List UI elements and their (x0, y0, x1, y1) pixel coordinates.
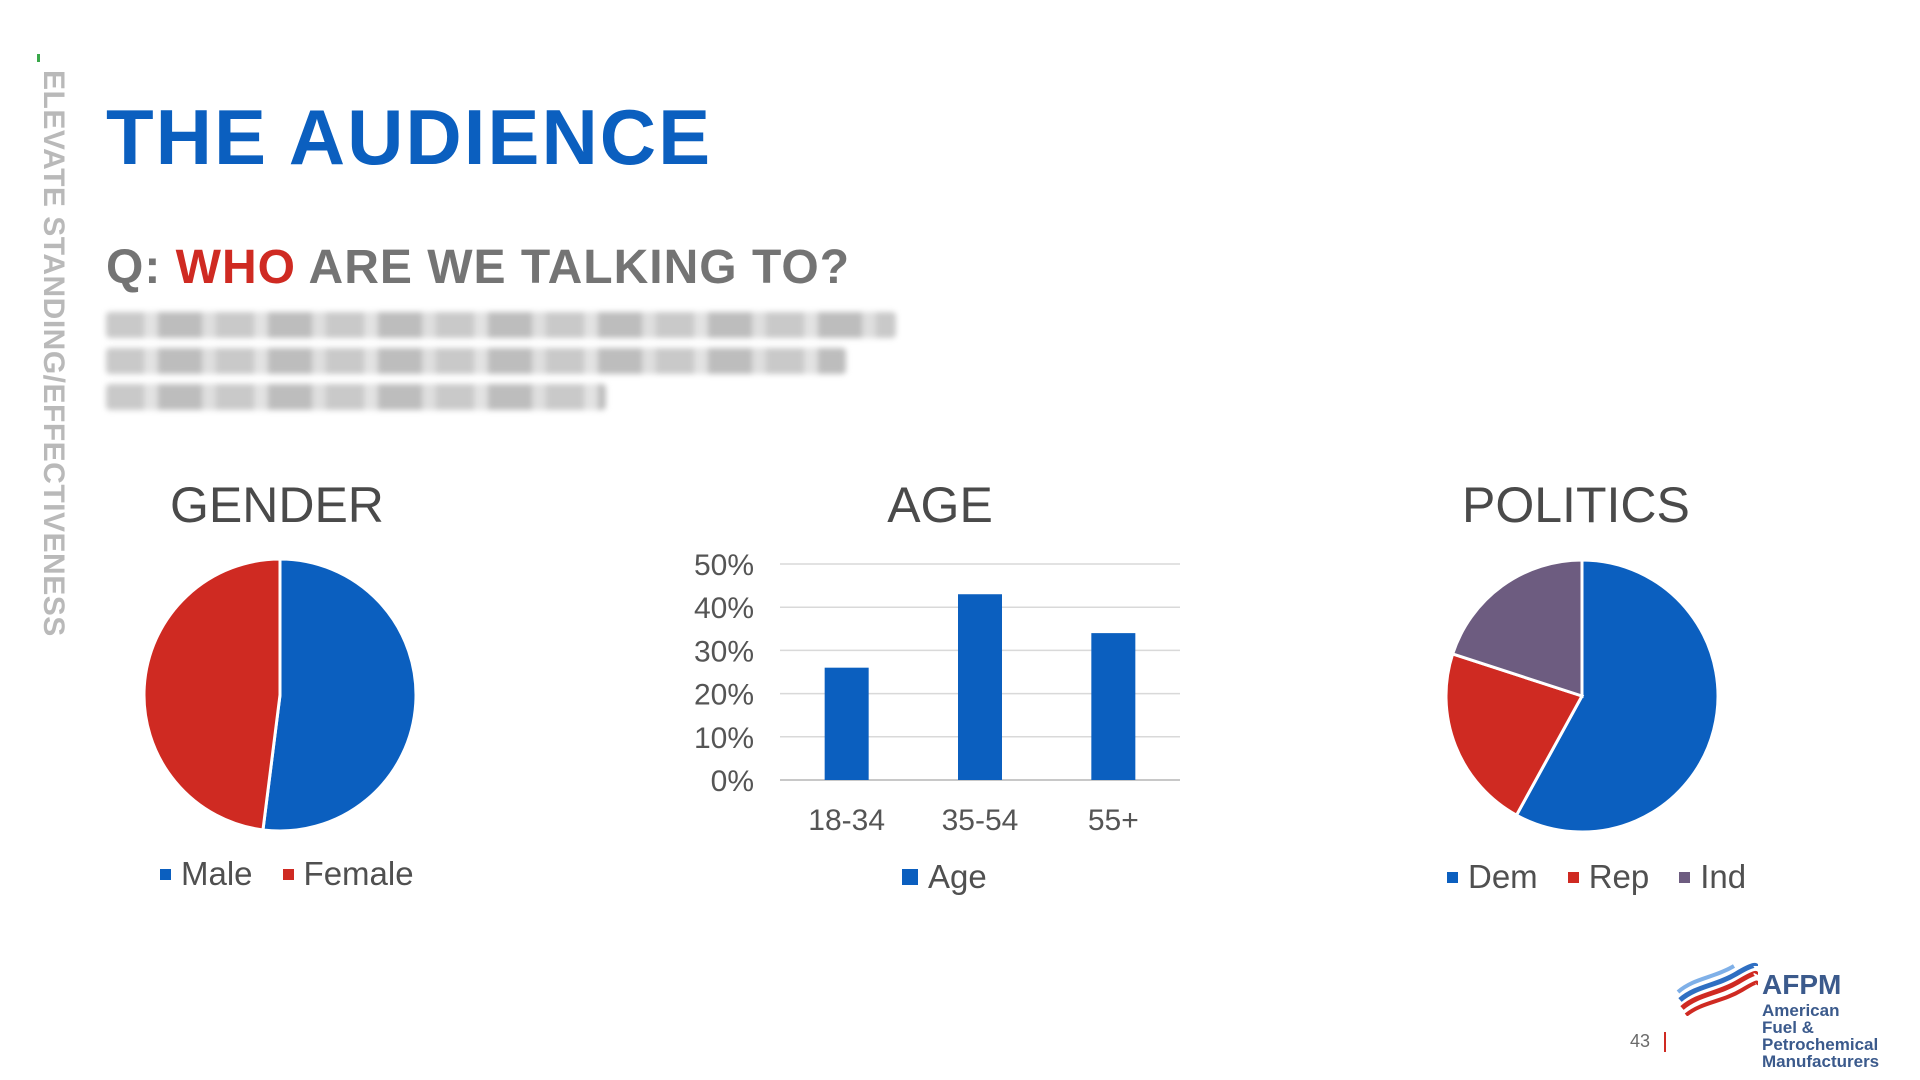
logo-wordmark: AFPM (1762, 969, 1842, 1000)
rep-swatch (1567, 871, 1579, 883)
y-tick-label: 30% (694, 635, 754, 668)
gender-pie-chart (142, 557, 418, 833)
age-legend-label: Age (928, 858, 987, 895)
male-legend-label: Male (181, 855, 253, 892)
logo-line-3: Manufacturers (1762, 1052, 1880, 1071)
politics-slice-ind (1450, 558, 1584, 699)
age-legend-item: Age (902, 858, 987, 896)
gender-chart-title: GENDER (170, 477, 384, 533)
gender-legend-male: Male (160, 855, 253, 893)
redacted-text-block (106, 312, 896, 422)
politics-chart-title: POLITICS (1462, 477, 1690, 533)
politics-legend-dem: Dem (1447, 858, 1538, 896)
redacted-line (106, 312, 896, 338)
redacted-line (106, 384, 606, 410)
x-tick-label: 55+ (1088, 804, 1139, 837)
gender-slice-male (261, 557, 418, 833)
politics-pie-chart (1444, 558, 1720, 834)
logo-subtitle: American Fuel & Petrochemical Manufactur… (1762, 1002, 1920, 1070)
y-tick-label: 20% (694, 679, 754, 712)
logo-line-1: American (1762, 1001, 1840, 1020)
politics-legend: Dem Rep Ind (1447, 858, 1746, 896)
y-tick-label: 40% (694, 592, 754, 625)
ind-swatch (1679, 871, 1691, 883)
afpm-logo-icon (1676, 962, 1758, 1016)
x-tick-label: 35-54 (942, 804, 1019, 837)
age-bar-55+ (1091, 633, 1136, 780)
age-legend: Age (902, 858, 987, 896)
y-tick-label: 10% (694, 722, 754, 755)
question-heading: Q: WHO ARE WE TALKING TO? (106, 240, 850, 295)
male-swatch (160, 868, 171, 880)
gender-legend: Male Female (160, 855, 414, 893)
age-bar-18-34 (824, 667, 869, 780)
age-bar-chart: 0% 10% 20% 30% 40% 50% 18-34 35-54 55+ (694, 549, 1180, 837)
age-bar-35-54 (958, 594, 1002, 780)
ind-legend-label: Ind (1700, 858, 1747, 895)
female-legend-label: Female (303, 855, 414, 892)
logo-line-2: Fuel & Petrochemical (1762, 1018, 1879, 1054)
redacted-line (106, 348, 846, 374)
side-section-label: ELEVATE STANDING/EFFECTIVENESS (37, 70, 70, 637)
page-number: 43 (1630, 1031, 1651, 1051)
dem-legend-label: Dem (1468, 858, 1538, 895)
politics-legend-ind: Ind (1679, 858, 1746, 896)
page-number-divider (1664, 1032, 1666, 1052)
x-tick-label: 18-34 (808, 804, 885, 837)
slide-title: THE AUDIENCE (106, 93, 713, 181)
question-suffix: ARE WE TALKING TO? (295, 241, 851, 294)
female-swatch (282, 868, 294, 880)
gender-legend-female: Female (282, 855, 414, 893)
rep-legend-label: Rep (1588, 858, 1650, 895)
dem-swatch (1447, 871, 1458, 883)
politics-slice-dem (1514, 558, 1720, 834)
politics-legend-rep: Rep (1567, 858, 1650, 896)
age-chart-title: AGE (887, 477, 993, 533)
age-swatch (902, 869, 918, 885)
politics-slice-rep (1444, 652, 1585, 818)
question-highlight: WHO (175, 241, 296, 294)
gender-slice-female (142, 557, 282, 832)
side-accent-bar (37, 54, 40, 62)
y-tick-label: 50% (694, 549, 754, 582)
y-tick-label: 0% (711, 765, 754, 798)
question-prefix: Q: (106, 241, 176, 294)
